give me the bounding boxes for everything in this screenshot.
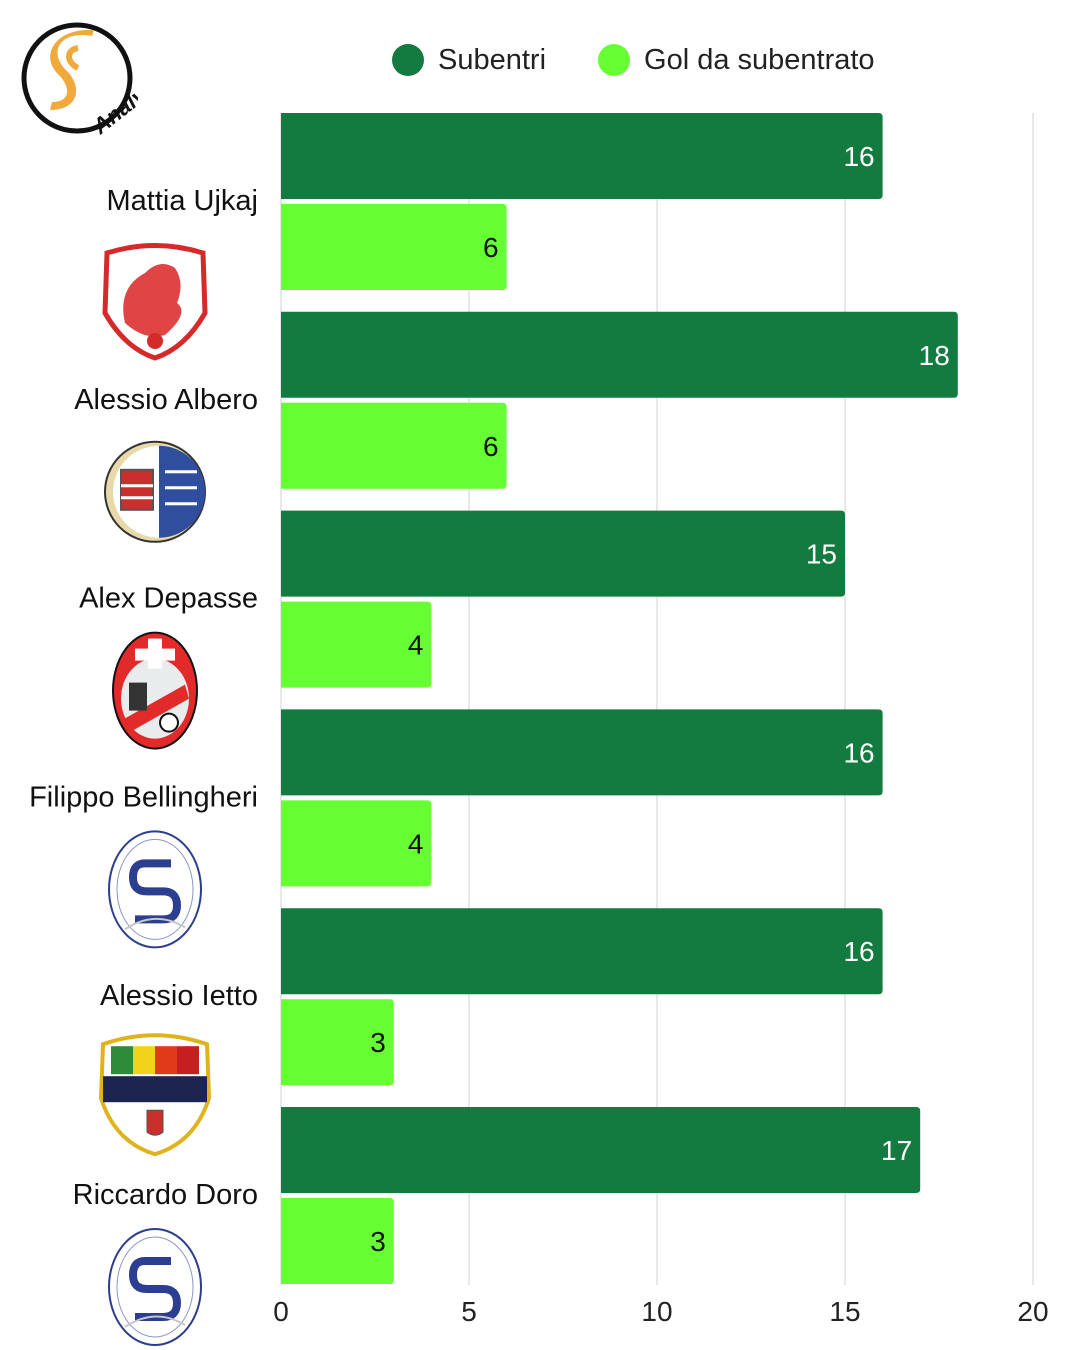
bar-label-subentri-filippo-bellingheri: 16 xyxy=(843,737,874,768)
x-tick-label: 0 xyxy=(273,1296,289,1327)
baveno-stresa-badge-icon xyxy=(108,1228,202,1346)
bar-gol-da-subentrato-mattia-ujkaj xyxy=(281,204,507,290)
player-name-alessio-ietto: Alessio Ietto xyxy=(100,980,258,1012)
baveno-stresa-badge-icon xyxy=(108,830,202,949)
bar-gol-da-subentrato-filippo-bellingheri xyxy=(281,800,432,887)
borgaro-badge-icon xyxy=(104,440,206,543)
bar-label-gol-da-subentrato-alessio-ietto: 3 xyxy=(370,1027,386,1058)
legend-label-subentri: Subentri xyxy=(438,43,547,76)
bar-gol-da-subentrato-alex-depasse xyxy=(281,601,432,688)
bar-value-labels: 16 6 18 6 15 4 16 4 16 3 17 3 xyxy=(370,141,950,1257)
player-name-alex-depasse: Alex Depasse xyxy=(79,583,258,615)
bar-subentri-mattia-ujkaj xyxy=(281,113,883,199)
bar-label-gol-da-subentrato-alex-depasse: 4 xyxy=(408,630,424,661)
club-badges xyxy=(98,243,212,1346)
x-tick-label: 15 xyxy=(829,1296,860,1327)
bar-label-subentri-alessio-ietto: 16 xyxy=(843,936,874,967)
bar-label-subentri-riccardo-doro: 17 xyxy=(881,1135,912,1166)
bar-label-gol-da-subentrato-mattia-ujkaj: 6 xyxy=(483,232,499,263)
bar-gol-da-subentrato-riccardo-doro xyxy=(281,1198,394,1284)
legend-item-subentri: Subentri xyxy=(392,44,546,77)
bar-gol-da-subentrato-alessio-albero xyxy=(281,402,507,489)
bar-label-subentri-alex-depasse: 15 xyxy=(806,539,837,570)
player-name-mattia-ujkaj: Mattia Ujkaj xyxy=(107,185,259,217)
legend-swatch-subentri xyxy=(392,44,424,76)
x-tick-label: 20 xyxy=(1017,1296,1048,1327)
gridlines xyxy=(280,113,1034,1285)
bar-label-subentri-alessio-albero: 18 xyxy=(919,340,950,371)
x-tick-label: 10 xyxy=(641,1296,672,1327)
bar-gol-da-subentrato-alessio-ietto xyxy=(281,999,394,1086)
legend-swatch-gol xyxy=(598,44,631,76)
player-names: Mattia Ujkaj Alessio Albero Alex Depasse Fi… xyxy=(29,185,258,1211)
x-tick-labels: 0 5 10 15 20 xyxy=(273,1296,1048,1327)
player-name-riccardo-doro: Riccardo Doro xyxy=(73,1179,258,1211)
bar-subentri-alessio-albero xyxy=(281,311,958,398)
bar-subentri-alex-depasse xyxy=(281,510,845,597)
bar-subentri-filippo-bellingheri xyxy=(281,709,883,796)
x-tick-label: 5 xyxy=(461,1296,477,1327)
legend-label-gol: Gol da subentrato xyxy=(644,43,875,76)
player-name-filippo-bellingheri: Filippo Bellingheri xyxy=(29,781,258,813)
chart-legend: Subentri Gol da subentrato xyxy=(392,38,927,82)
pro-eureka-badge-icon xyxy=(98,1033,212,1157)
busca-badge-icon xyxy=(112,631,198,750)
bar-label-gol-da-subentrato-filippo-bellingheri: 4 xyxy=(408,828,424,859)
player-name-alessio-albero: Alessio Albero xyxy=(74,384,258,416)
legend-item-gol: Gol da subentrato xyxy=(598,44,875,77)
asti-rooster-badge-icon xyxy=(102,243,208,361)
bar-label-gol-da-subentrato-alessio-albero: 6 xyxy=(483,431,499,462)
bar-subentri-riccardo-doro xyxy=(281,1107,921,1193)
bar-subentri-alessio-ietto xyxy=(281,908,883,995)
bars xyxy=(281,113,958,1284)
bar-label-gol-da-subentrato-riccardo-doro: 3 xyxy=(370,1226,386,1257)
bar-label-subentri-mattia-ujkaj: 16 xyxy=(843,141,874,172)
analyst-logo: Analyst xyxy=(21,22,138,136)
